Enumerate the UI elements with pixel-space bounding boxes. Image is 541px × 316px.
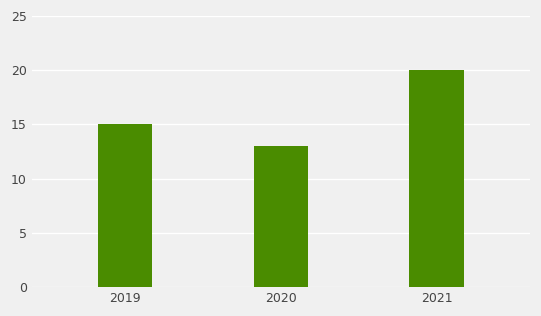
Bar — [410, 70, 464, 287]
Bar — [98, 125, 153, 287]
Bar — [254, 146, 308, 287]
